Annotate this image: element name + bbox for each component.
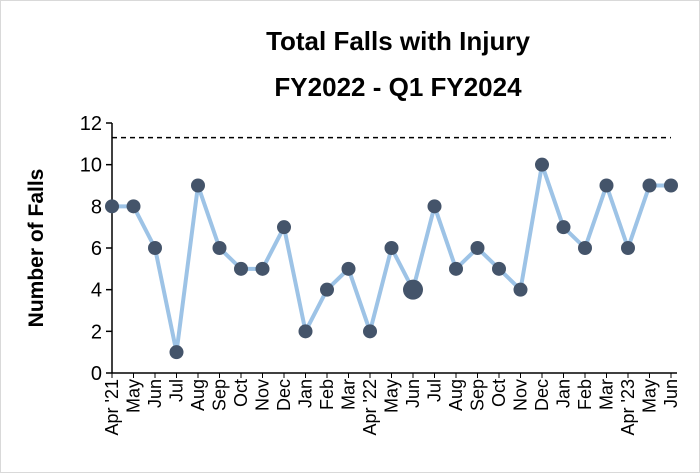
x-tick-label: May xyxy=(640,379,660,413)
data-point xyxy=(148,241,162,255)
chart-title: Total Falls with Injury xyxy=(266,26,530,56)
x-tick-label: Mar xyxy=(339,379,359,410)
data-point xyxy=(664,178,678,193)
x-tick-label: Dec xyxy=(274,379,294,411)
data-point xyxy=(556,220,571,235)
data-point xyxy=(298,324,313,339)
x-tick-label: Nov xyxy=(511,379,531,411)
data-point xyxy=(492,261,506,276)
x-tick-label: Feb xyxy=(317,379,337,410)
data-point xyxy=(470,241,485,255)
x-tick-label: May xyxy=(124,379,144,413)
y-tick-label: 0 xyxy=(91,363,102,385)
data-point xyxy=(277,220,291,235)
x-tick-label: Feb xyxy=(575,379,595,410)
x-tick-label: Nov xyxy=(253,379,273,411)
x-tick-label: May xyxy=(382,379,402,413)
data-point xyxy=(578,241,592,255)
data-point xyxy=(449,261,463,276)
x-tick-label: Jan xyxy=(296,379,316,408)
data-point xyxy=(363,324,377,339)
data-point xyxy=(320,282,334,297)
data-point xyxy=(126,199,141,214)
data-point xyxy=(341,261,356,276)
data-point xyxy=(403,279,423,300)
x-tick-label: Jun xyxy=(661,379,681,408)
data-point xyxy=(212,241,227,255)
x-tick-label: Oct xyxy=(489,379,509,407)
data-point xyxy=(599,178,614,193)
data-point xyxy=(621,241,635,255)
x-tick-label: Sep xyxy=(210,379,230,411)
x-tick-label: Mar xyxy=(597,379,617,410)
data-point xyxy=(255,261,270,276)
x-tick-label: Dec xyxy=(532,379,552,411)
x-tick-label: Sep xyxy=(468,379,488,411)
x-tick-label: Aug xyxy=(446,379,466,411)
x-tick-label: Apr '22 xyxy=(360,379,380,435)
x-tick-label: Jan xyxy=(554,379,574,408)
x-tick-label: Apr '21 xyxy=(102,379,122,435)
chart-subtitle: FY2022 - Q1 FY2024 xyxy=(274,72,522,102)
x-tick-label: Oct xyxy=(231,379,251,407)
data-point xyxy=(642,178,657,193)
data-point xyxy=(427,199,442,214)
y-axis-label: Number of Falls xyxy=(25,169,48,328)
y-tick-label: 6 xyxy=(91,238,102,260)
data-point xyxy=(234,261,248,276)
y-tick-label: 10 xyxy=(80,155,102,177)
x-tick-label: Jun xyxy=(403,379,423,408)
x-tick-label: Apr '23 xyxy=(618,379,638,435)
x-tick-label: Jul xyxy=(167,379,187,402)
x-tick-label: Aug xyxy=(188,379,208,411)
data-point xyxy=(513,282,528,297)
data-point xyxy=(169,345,184,360)
y-tick-label: 2 xyxy=(91,321,102,343)
y-tick-label: 12 xyxy=(80,113,102,135)
y-tick-label: 4 xyxy=(91,280,102,302)
data-point xyxy=(191,178,205,193)
y-tick-label: 8 xyxy=(91,196,102,218)
data-point xyxy=(105,199,119,214)
x-tick-label: Jun xyxy=(145,379,165,408)
data-point xyxy=(384,241,399,255)
x-tick-label: Jul xyxy=(425,379,445,402)
data-point xyxy=(535,157,549,172)
